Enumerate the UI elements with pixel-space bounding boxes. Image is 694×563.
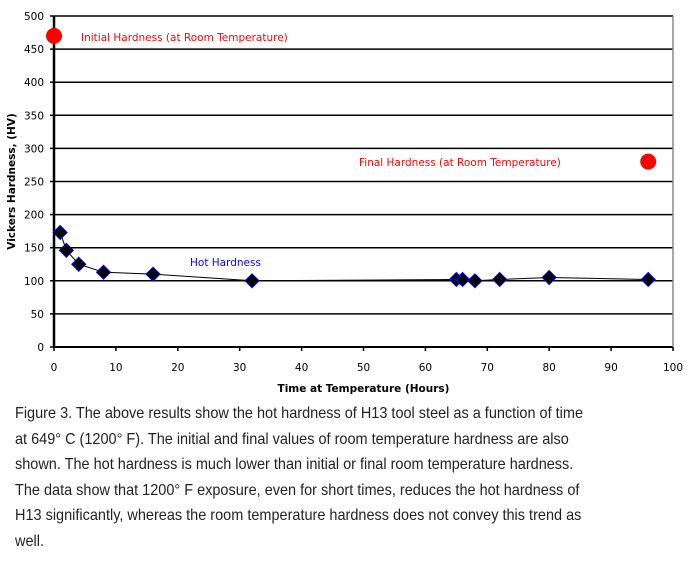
x-tick-label: 100 bbox=[663, 362, 683, 374]
y-tick-label: 350 bbox=[24, 110, 44, 122]
final-hardness-label: Final Hardness (at Room Temperature) bbox=[359, 157, 561, 169]
y-tick-label: 250 bbox=[24, 177, 44, 189]
hot-hardness-point bbox=[491, 271, 508, 288]
figure-caption: Figure 3. The above results show the hot… bbox=[15, 401, 694, 554]
x-tick-label: 40 bbox=[295, 362, 308, 374]
initial-hardness-point bbox=[46, 27, 62, 44]
y-tick-label: 300 bbox=[24, 143, 44, 155]
y-tick-label: 450 bbox=[24, 44, 44, 56]
x-tick-label: 70 bbox=[481, 362, 494, 374]
y-tick-label: 150 bbox=[24, 243, 44, 255]
hardness-chart: 0 50 100 150 200 250 300 350 400 450 500 0 10 20 30 40 5… bbox=[6, 11, 683, 395]
y-axis-label: Vickers Hardness, (HV) bbox=[6, 113, 18, 250]
x-tick-label: 20 bbox=[171, 362, 184, 374]
y-tick-label: 200 bbox=[24, 210, 44, 222]
caption-line: at 649° C (1200° F). The initial and fin… bbox=[15, 430, 569, 448]
x-tick-label: 90 bbox=[604, 362, 617, 374]
y-tick-label: 100 bbox=[24, 276, 44, 288]
y-tick-label: 50 bbox=[31, 309, 44, 321]
caption-line: shown. The hot hardness is much lower th… bbox=[15, 456, 574, 473]
caption-line: well. bbox=[15, 532, 44, 550]
hot-hardness-point bbox=[71, 256, 87, 272]
x-tick-label: 50 bbox=[357, 362, 370, 374]
hot-hardness-point bbox=[467, 273, 483, 289]
hot-hardness-point bbox=[52, 224, 68, 241]
caption-line: Figure 3. The above results show the hot… bbox=[15, 405, 584, 422]
y-tick-label: 400 bbox=[24, 77, 44, 89]
hot-hardness-point bbox=[541, 269, 557, 286]
caption-line: H13 significantly, whereas the room temp… bbox=[15, 507, 582, 524]
hot-hardness-label: Hot Hardness bbox=[190, 257, 261, 269]
x-axis-label: Time at Temperature (Hours) bbox=[278, 383, 450, 395]
y-tick-label: 0 bbox=[37, 342, 44, 354]
x-tick-label: 60 bbox=[419, 362, 432, 374]
hot-hardness-point bbox=[244, 273, 260, 289]
hot-hardness-point bbox=[58, 242, 75, 259]
x-tick-label: 80 bbox=[543, 362, 556, 374]
x-tick-label: 10 bbox=[109, 362, 122, 374]
initial-hardness-label: Initial Hardness (at Room Temperature) bbox=[81, 32, 288, 44]
hot-hardness-point bbox=[454, 271, 471, 288]
hot-hardness-point bbox=[95, 264, 112, 280]
hot-hardness-point bbox=[640, 271, 656, 288]
y-tick-label: 500 bbox=[24, 11, 44, 23]
caption-line: The data show that 1200° F exposure, eve… bbox=[15, 481, 580, 499]
hot-hardness-point bbox=[145, 266, 161, 282]
x-tick-label: 0 bbox=[51, 362, 58, 374]
x-tick-label: 30 bbox=[233, 362, 246, 374]
final-hardness-point bbox=[640, 153, 657, 170]
